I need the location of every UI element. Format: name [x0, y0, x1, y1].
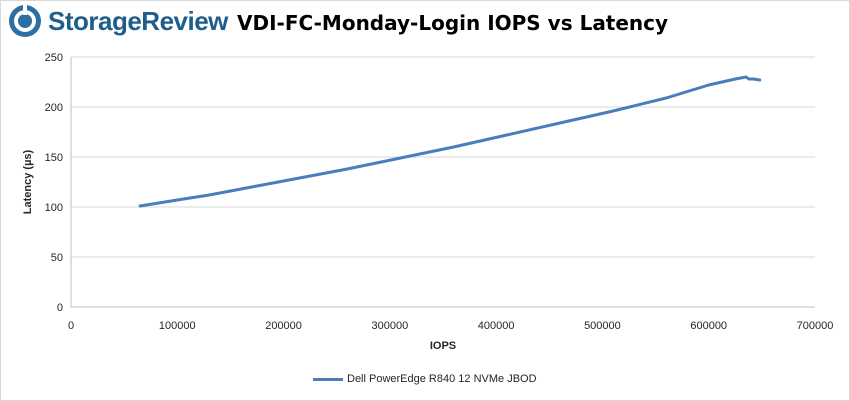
brand-name: StorageReview [48, 5, 228, 36]
y-tick-labels: 0 50 100 150 200 250 [45, 52, 63, 314]
legend-swatch [313, 377, 343, 381]
storagereview-logo-icon [9, 5, 41, 37]
legend: Dell PowerEdge R840 12 NVMe JBOD [313, 373, 537, 385]
y-axis-title: Latency (µs) [22, 149, 34, 214]
x-tick-label: 500000 [584, 320, 621, 332]
axes [70, 57, 815, 308]
x-tick-label: 100000 [159, 320, 196, 332]
series-line [138, 75, 762, 208]
y-tick-label: 50 [51, 252, 63, 264]
chart-title: VDI-FC-Monday-Login IOPS vs Latency [237, 11, 669, 35]
x-tick-label: 700000 [797, 320, 834, 332]
x-tick-label: 0 [68, 320, 74, 332]
x-tick-label: 300000 [371, 320, 408, 332]
grid-lines [71, 56, 815, 258]
series-lines [138, 75, 762, 208]
y-tick-label: 200 [45, 102, 63, 114]
x-tick-labels: 0 100000 200000 300000 400000 500000 600000 700… [68, 320, 833, 332]
x-tick-label: 600000 [690, 320, 727, 332]
x-tick-label: 200000 [265, 320, 302, 332]
y-tick-label: 150 [45, 152, 63, 164]
x-tick-label: 400000 [478, 320, 515, 332]
legend-label: Dell PowerEdge R840 12 NVMe JBOD [347, 373, 537, 385]
brand-logo: StorageReview [8, 4, 228, 38]
x-axis-title: IOPS [430, 340, 456, 352]
y-tick-label: 100 [45, 202, 63, 214]
y-tick-label: 0 [57, 302, 63, 314]
y-tick-label: 250 [45, 52, 63, 64]
